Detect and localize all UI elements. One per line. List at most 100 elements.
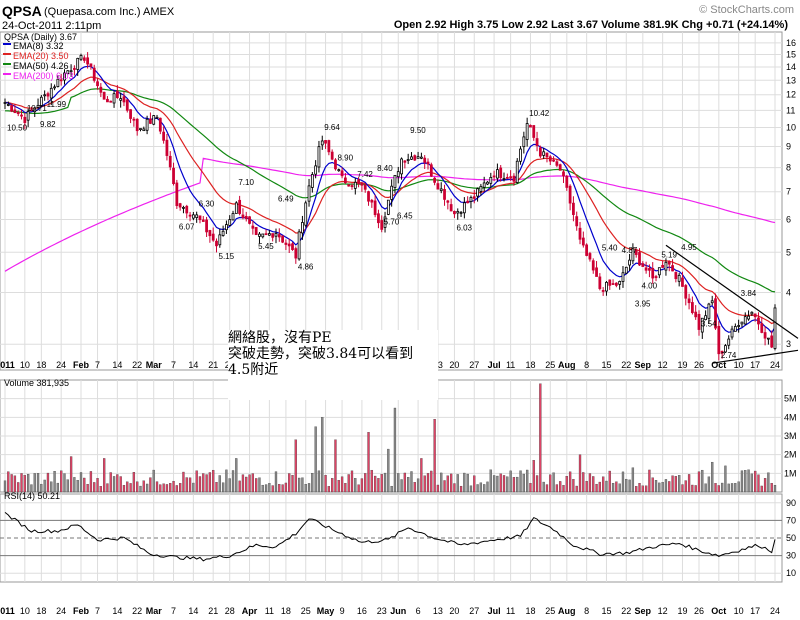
price-y-tick-label: 5 (786, 247, 791, 257)
price-x-tick-label: 14 (112, 360, 122, 370)
candle-body (56, 78, 60, 87)
candle-body (102, 91, 106, 100)
volume-bar (473, 475, 476, 493)
legend-rsi: RSI(14) 50.21 (4, 491, 60, 501)
rsi-x-tick-label: 6 (416, 606, 421, 616)
volume-bar (681, 484, 684, 493)
volume-bar (509, 470, 512, 493)
volume-bar (420, 458, 423, 493)
volume-bar (225, 469, 228, 493)
volume-bar (459, 485, 463, 493)
volume-bar (449, 473, 453, 493)
volume-bar (56, 482, 60, 493)
volume-bar (294, 439, 297, 493)
volume-bar (89, 471, 93, 493)
volume-bar (258, 477, 261, 493)
rsi-x-tick-label: 10 (734, 606, 744, 616)
volume-bar (360, 478, 364, 493)
volume-bar (26, 473, 30, 493)
volume-bar (651, 477, 654, 493)
candle-body (234, 202, 238, 214)
price-x-tick-label: 22 (621, 360, 631, 370)
candle-body (591, 260, 595, 271)
candle-body (188, 214, 192, 217)
candle-body (621, 272, 625, 282)
volume-bar (268, 483, 271, 493)
candle-body (548, 156, 552, 162)
legend-ema200: EMA(200) 6.03 (13, 71, 74, 81)
price-label: 6.03 (456, 224, 472, 233)
price-label: 4.00 (642, 281, 658, 290)
price-candles (3, 52, 777, 361)
candle-body (704, 315, 707, 321)
candle-body (251, 225, 255, 229)
volume-bar (112, 476, 116, 493)
candle-body (707, 303, 711, 319)
volume-bar (307, 483, 311, 493)
candle-body (297, 231, 301, 260)
candle-body (49, 87, 53, 99)
candle-body (380, 220, 384, 230)
price-label: 11.99 (47, 100, 67, 109)
volume-bar (661, 482, 664, 493)
candle-body (581, 237, 585, 246)
volume-bar (7, 471, 10, 493)
candle-body (757, 317, 760, 325)
candle-body (763, 332, 767, 339)
candle-body (664, 261, 668, 271)
candle-body (542, 151, 546, 156)
volume-bar (545, 484, 549, 493)
candle-body (390, 185, 394, 200)
rsi-y-tick-label: 50 (786, 533, 796, 543)
price-x-tick-label: 24 (56, 360, 66, 370)
price-label: 3.54 (701, 319, 717, 328)
candle-body (515, 160, 519, 183)
candle-body (502, 178, 506, 180)
candle-body (505, 176, 509, 179)
candle-body (82, 57, 86, 61)
volume-bar (648, 469, 651, 493)
candle-body (347, 184, 351, 187)
rsi-x-tick-label: 24 (770, 606, 780, 616)
candle-body (730, 328, 734, 338)
candle-body (733, 326, 737, 332)
price-x-tick-label: 14 (188, 360, 198, 370)
volume-bar (33, 473, 36, 493)
volume-bar (122, 485, 126, 493)
candle-body (628, 259, 631, 266)
volume-bar (43, 479, 46, 493)
volume-bar (291, 475, 294, 493)
ema50-path (4, 88, 776, 293)
volume-bar (297, 477, 301, 493)
candle-body (568, 185, 572, 204)
price-label: 4.95 (681, 243, 697, 252)
candle-body (115, 90, 119, 99)
volume-bar (602, 476, 605, 493)
rsi-x-tick-label: 2011 (0, 606, 15, 616)
volume-bar (13, 475, 17, 493)
candle-body (690, 302, 694, 314)
price-x-tick-label: 15 (601, 360, 611, 370)
price-label: 8.40 (377, 164, 393, 173)
candle-body (429, 164, 433, 177)
candle-body (129, 109, 132, 119)
rsi-y-tick-label: 10 (786, 568, 796, 578)
ema20-line (4, 76, 776, 325)
volume-bar (684, 480, 687, 493)
volume-y-tick-label: 1M (784, 468, 797, 478)
candle-body (453, 210, 456, 215)
candle-body (489, 176, 493, 184)
ema20-path (4, 76, 776, 325)
legend-ema20: EMA(20) 3.50 (13, 51, 69, 61)
rsi-y-tick-label: 90 (786, 498, 796, 508)
volume-bar (370, 469, 373, 493)
candle-body (393, 175, 397, 188)
candle-body (700, 317, 704, 333)
candle-body (661, 264, 665, 268)
volume-bar (284, 482, 288, 493)
volume-bar (393, 407, 397, 493)
rsi-x-tick-label: 24 (56, 606, 66, 616)
candle-body (396, 171, 400, 178)
candle-body (317, 146, 321, 168)
